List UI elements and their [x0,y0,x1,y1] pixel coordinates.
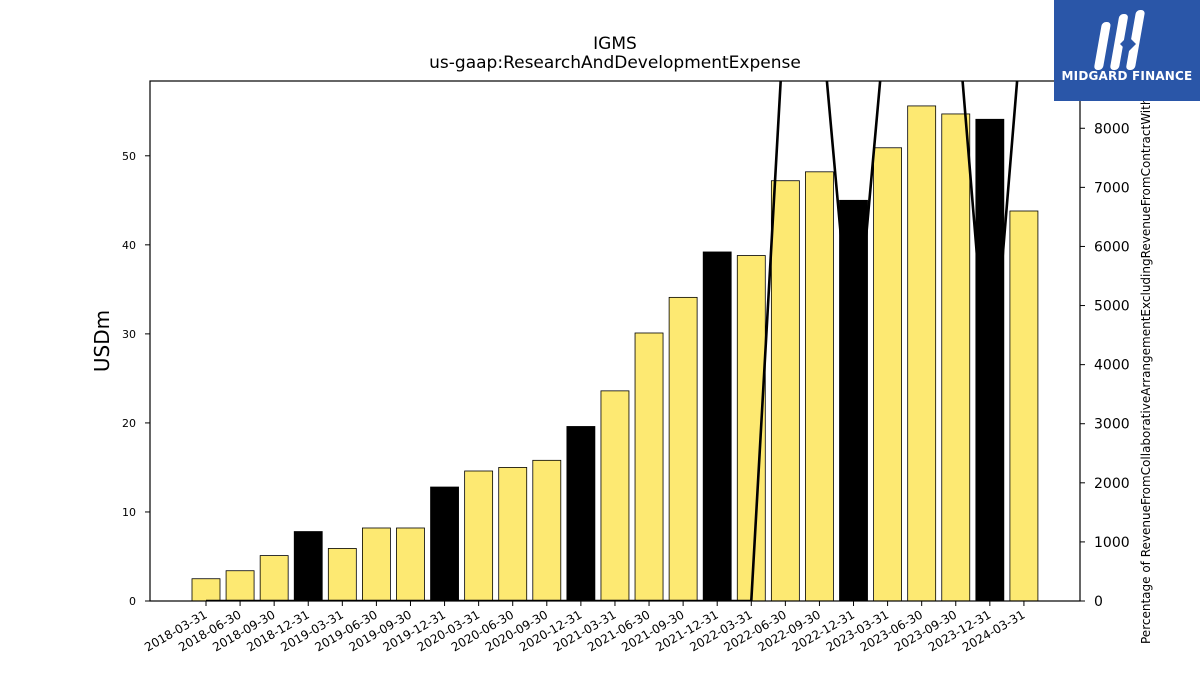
y-axis-left: 0 10 20 30 40 50 [122,150,150,608]
y2-tick-label: 8000 [1094,121,1130,137]
y-tick-label: 30 [122,328,136,341]
chart-title: IGMS [593,34,637,54]
y-axis-label: USDm [90,310,114,372]
bar [464,470,494,602]
y2-tick-label: 1000 [1094,535,1130,551]
bar [873,147,902,602]
bar [1009,210,1039,602]
bar [702,251,732,602]
bar [668,296,698,602]
bar-group [191,105,1039,602]
bar [430,486,459,602]
y2-tick-label: 4000 [1094,358,1130,374]
y-tick-label: 20 [122,417,136,430]
bar [566,426,596,602]
bar [975,118,1005,602]
y-tick-label: 40 [122,239,136,252]
y2-tick-label: 3000 [1094,417,1130,433]
midgard-finance-logo: MIDGARD FINANCE [1054,0,1200,101]
y-tick-label: 0 [129,595,136,608]
y2-tick-label: 6000 [1094,239,1130,255]
y2-tick-label: 0 [1094,594,1103,610]
bar [259,555,289,602]
y2-tick-label: 5000 [1094,299,1130,315]
bar [634,332,664,602]
y-axis-right: 0 1000 2000 3000 4000 5000 6000 7000 8000 [1080,121,1130,610]
bar [532,459,562,602]
bar [225,570,255,602]
bar [191,578,221,602]
bar [941,113,971,602]
y2-tick-label: 2000 [1094,476,1130,492]
bar [770,180,800,602]
y-tick-label: 50 [122,150,136,163]
y2-axis-label: Percentage of RevenueFromCollaborativeAr… [1139,98,1153,644]
y-tick-label: 10 [122,506,136,519]
bar [600,390,630,602]
chart-subtitle: us-gaap:ResearchAndDevelopmentExpense [429,53,801,73]
bar [293,531,323,602]
logo-mark-icon [1094,10,1145,70]
x-axis: 2018-03-312018-06-302018-09-302018-12-31… [142,601,1027,654]
bar [805,171,834,602]
y2-tick-label: 7000 [1094,180,1130,196]
bar [361,527,391,602]
bar [327,548,357,602]
bar [498,467,528,602]
bar [396,527,425,602]
logo-text: MIDGARD FINANCE [1061,69,1193,83]
bar [907,105,937,602]
